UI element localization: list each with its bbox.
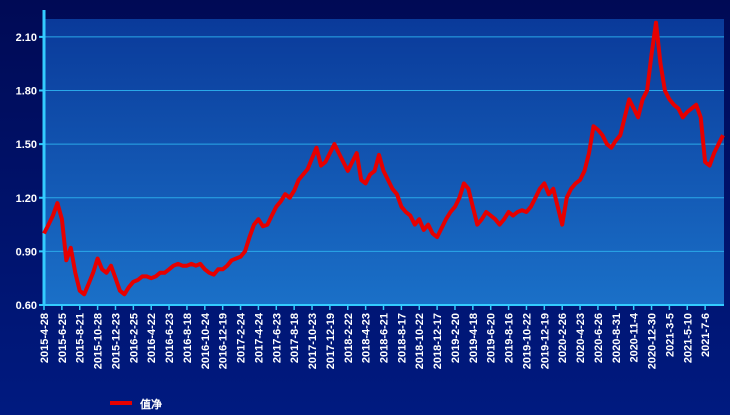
x-tick-label: 2016-2-25 (128, 313, 140, 363)
x-tick-label: 2015-12-23 (110, 313, 122, 369)
x-tick-label: 2016-6-23 (164, 313, 176, 363)
x-tick-label: 2020-11-4 (629, 312, 641, 362)
x-tick-label: 2019-4-18 (468, 313, 480, 363)
x-tick-label: 2020-4-23 (575, 313, 587, 363)
x-tick-label: 2015-4-28 (39, 313, 51, 363)
x-tick-label: 2021-7-6 (700, 313, 712, 357)
x-tick-label: 2019-2-20 (450, 313, 462, 363)
x-tick-label: 2017-4-24 (253, 312, 265, 363)
x-tick-label: 2016-8-18 (182, 313, 194, 363)
x-tick-label: 2017-12-19 (325, 313, 337, 369)
x-tick-label: 2017-8-18 (289, 313, 301, 363)
x-tick-label: 2018-12-17 (432, 313, 444, 369)
plot-area (44, 19, 724, 305)
y-tick-label: 2.10 (16, 32, 37, 44)
x-tick-label: 2020-2-26 (557, 313, 569, 363)
x-tick-label: 2016-4-22 (146, 313, 158, 363)
x-tick-label: 2020-12-30 (647, 313, 659, 369)
x-tick-label: 2015-8-21 (75, 313, 87, 363)
x-tick-label: 2019-10-22 (521, 313, 533, 369)
x-tick-label: 2021-5-10 (682, 313, 694, 363)
x-tick-label: 2016-12-19 (218, 313, 230, 369)
legend-label: 值净 (140, 397, 162, 411)
x-tick-label: 2019-12-19 (539, 313, 551, 369)
x-tick-label: 2018-6-21 (379, 313, 391, 363)
x-tick-label: 2018-2-22 (343, 313, 355, 363)
x-tick-label: 2015-6-25 (57, 313, 69, 363)
x-tick-label: 2019-6-20 (486, 313, 498, 363)
y-tick-label: 1.80 (16, 86, 37, 98)
y-tick-label: 1.20 (16, 193, 37, 205)
x-tick-label: 2018-10-22 (414, 313, 426, 369)
data-line (42, 20, 725, 297)
x-tick-label: 2021-3-5 (664, 313, 676, 357)
y-tick-label: 0.60 (16, 300, 37, 312)
x-tick-label: 2018-8-17 (396, 313, 408, 363)
x-tick-label: 2019-8-16 (504, 313, 516, 363)
x-tick-label: 2016-10-24 (200, 312, 212, 369)
y-tick-label: 0.90 (16, 246, 37, 258)
x-tick-label: 2020-8-31 (611, 313, 623, 363)
x-tick-label: 2017-10-23 (307, 313, 319, 369)
x-tick-label: 2017-6-23 (271, 313, 283, 363)
x-tick-label: 2015-10-28 (93, 313, 105, 369)
x-tick-label: 2018-4-23 (361, 313, 373, 363)
x-tick-label: 2017-2-24 (236, 312, 248, 363)
y-tick-label: 1.50 (16, 139, 37, 151)
x-tick-label: 2020-6-26 (593, 313, 605, 363)
